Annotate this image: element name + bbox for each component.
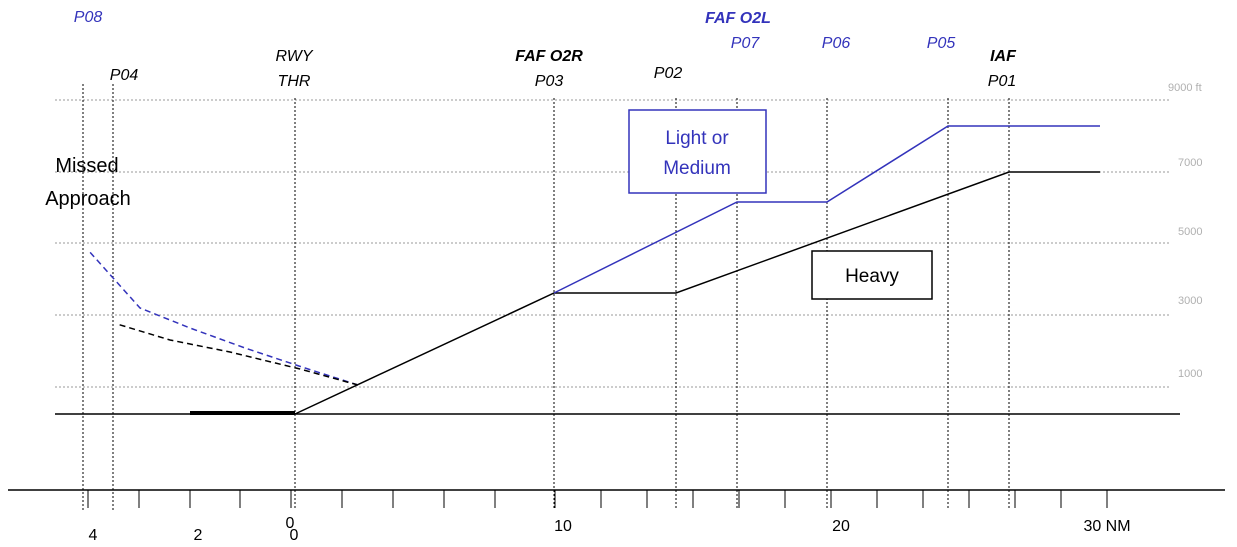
waypoint-p06-label: P06 <box>822 35 851 52</box>
distance-label-0-upper: 0 <box>286 515 295 532</box>
iaf-label: IAF <box>990 48 1017 65</box>
distance-label-2: 2 <box>194 527 203 544</box>
light-medium-label-2: Medium <box>663 158 731 179</box>
heavy-profile-line <box>294 171 1100 415</box>
altitude-label-5000: 5000 <box>1178 226 1202 238</box>
heavy-box <box>811 250 933 300</box>
waypoint-p04-label: P04 <box>110 67 139 84</box>
waypoint-p03-label: P03 <box>535 73 564 90</box>
rwy-thr-label-1: RWY <box>275 48 313 65</box>
distance-label-4: 4 <box>89 527 98 544</box>
missed-approach-label-2: Approach <box>45 188 131 210</box>
altitude-label-3000: 3000 <box>1178 295 1202 307</box>
waypoint-lines <box>82 84 1010 510</box>
waypoint-p05-label: P05 <box>927 35 956 52</box>
waypoint-p07-label: P07 <box>731 35 761 52</box>
altitude-label-1000: 1000 <box>1178 368 1202 380</box>
light-medium-box <box>628 109 767 194</box>
missed-approach-light-medium <box>87 249 359 386</box>
waypoint-p01-label: P01 <box>988 73 1016 90</box>
altitude-label-7000: 7000 <box>1178 157 1202 169</box>
altitude-gridlines <box>55 99 1170 388</box>
light-medium-profile-line <box>553 125 1100 294</box>
missed-approach-label-1: Missed <box>55 155 118 177</box>
distance-label-0-lower: 0 <box>290 527 299 544</box>
rwy-thr-label-2: THR <box>278 73 311 90</box>
faf-o2l-label: FAF O2L <box>705 10 771 27</box>
light-medium-label-1: Light or <box>665 128 729 149</box>
distance-label-30-nm: 30 NM <box>1083 518 1130 535</box>
waypoint-p02-label: P02 <box>654 65 683 82</box>
faf-o2r-label: FAF O2R <box>515 48 583 65</box>
distance-ticks <box>87 490 1108 508</box>
distance-label-20: 20 <box>832 518 850 535</box>
missed-approach-heavy <box>116 323 359 386</box>
heavy-label: Heavy <box>845 266 899 287</box>
distance-label-10: 10 <box>554 518 572 535</box>
altitude-label-9000: 9000 ft <box>1168 82 1202 94</box>
waypoint-p08-label: P08 <box>74 9 103 26</box>
